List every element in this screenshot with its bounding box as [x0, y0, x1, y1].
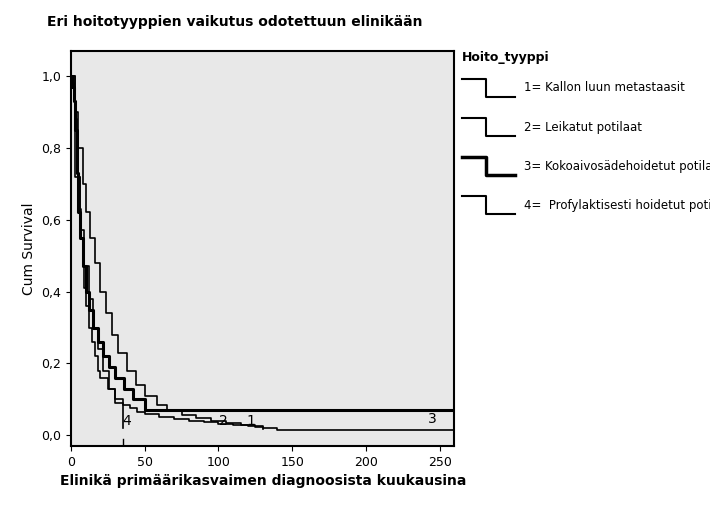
Text: 4=  Profylaktisesti hoidetut potilaat: 4= Profylaktisesti hoidetut potilaat: [524, 199, 710, 211]
Text: 2= Leikatut potilaat: 2= Leikatut potilaat: [524, 121, 643, 133]
Text: Eri hoitotyyppien vaikutus odotettuun elinikään: Eri hoitotyyppien vaikutus odotettuun el…: [47, 15, 422, 29]
Text: 3= Kokoaivosädehoidetut potilaat: 3= Kokoaivosädehoidetut potilaat: [524, 160, 710, 172]
Y-axis label: Cum Survival: Cum Survival: [22, 202, 36, 295]
Text: Hoito_tyyppi: Hoito_tyyppi: [462, 51, 549, 64]
Text: 1: 1: [246, 414, 256, 428]
Text: 4: 4: [123, 414, 131, 428]
Text: 1= Kallon luun metastaasit: 1= Kallon luun metastaasit: [524, 82, 685, 94]
Text: 3: 3: [428, 412, 437, 426]
Text: 2: 2: [219, 414, 227, 428]
X-axis label: Elinikä primäärikasvaimen diagnoosista kuukausina: Elinikä primäärikasvaimen diagnoosista k…: [60, 475, 466, 488]
